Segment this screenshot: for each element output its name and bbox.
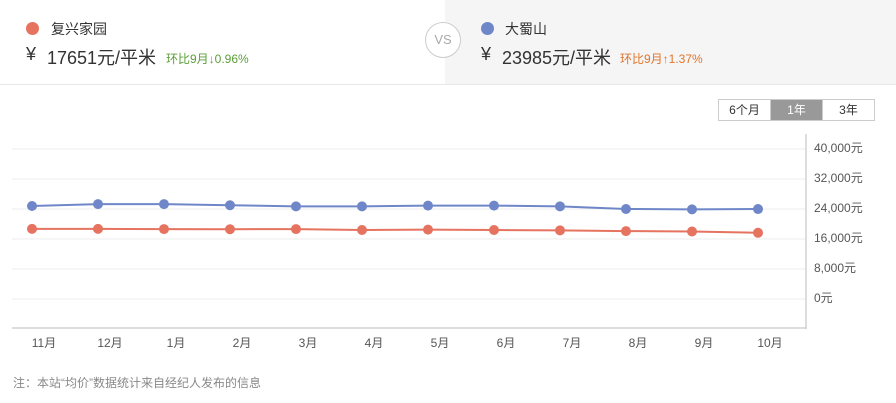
point (159, 199, 169, 210)
price: 17651元/平米 (47, 48, 157, 68)
point (291, 201, 301, 212)
legend-dot (26, 22, 39, 35)
point (93, 223, 103, 234)
y-tick-label: 24,000元 (814, 201, 863, 215)
x-tick-label: 4月 (365, 336, 384, 350)
price: 23985元/平米 (502, 48, 612, 68)
y-tick-label: 0元 (814, 291, 833, 305)
point (225, 224, 235, 235)
range-tab[interactable]: 3年 (822, 100, 874, 120)
x-tick-label: 11月 (32, 336, 56, 350)
range-tab[interactable]: 6个月 (729, 103, 760, 117)
x-tick-label: 8月 (629, 336, 648, 350)
x-tick-label: 1月 (167, 336, 186, 350)
x-tick-label: 10月 (757, 336, 782, 350)
x-tick-label: 6月 (497, 336, 516, 350)
point (93, 199, 103, 210)
y-tick-label: 16,000元 (814, 231, 863, 245)
change: 环比9月↓0.96% (166, 52, 249, 66)
point (357, 201, 367, 212)
x-tick-label: 3月 (299, 336, 318, 350)
point (687, 204, 697, 215)
point (423, 224, 433, 235)
vs-badge: VS (425, 22, 461, 58)
point (621, 226, 631, 237)
tab-bar: 6个月 1年 3年 (718, 99, 875, 121)
currency: ¥ (26, 44, 37, 64)
range-tab[interactable]: 1年 (770, 100, 822, 120)
point (621, 204, 631, 214)
point (555, 225, 565, 236)
right-panel: 大蜀山 ¥ 23985元/平米 环比9月↑1.37% (445, 0, 896, 85)
x-tick-label: 5月 (431, 336, 450, 350)
x-tick-label: 2月 (233, 336, 252, 350)
point (489, 200, 499, 211)
point (27, 223, 37, 234)
point (159, 224, 169, 235)
x-tick-label: 12月 (97, 336, 122, 350)
point (27, 201, 37, 211)
change: 环比9月↑1.37% (620, 52, 703, 66)
point (753, 204, 763, 215)
x-tick-label: 9月 (695, 336, 714, 350)
point (423, 200, 433, 211)
legend-dot (481, 22, 494, 35)
point (687, 226, 697, 237)
point (753, 227, 763, 238)
x-tick-label: 7月 (563, 336, 582, 350)
point (555, 201, 565, 212)
series-line (32, 227, 759, 234)
left-panel: 复兴家园 ¥ 17651元/平米 环比9月↓0.96% (0, 0, 445, 85)
note: 注：本站“均价”数据统计来自经纪人发布的信息 (13, 376, 261, 390)
currency: ¥ (481, 44, 492, 64)
y-tick-label: 32,000元 (814, 171, 863, 185)
y-tick-label: 40,000元 (814, 141, 863, 155)
series-line (31, 203, 759, 211)
point (225, 200, 235, 211)
y-tick-label: 8,000元 (814, 261, 856, 275)
point (489, 225, 499, 235)
name: 大蜀山 (505, 21, 547, 37)
point (291, 224, 301, 235)
name: 复兴家园 (51, 21, 107, 37)
point (357, 225, 367, 235)
